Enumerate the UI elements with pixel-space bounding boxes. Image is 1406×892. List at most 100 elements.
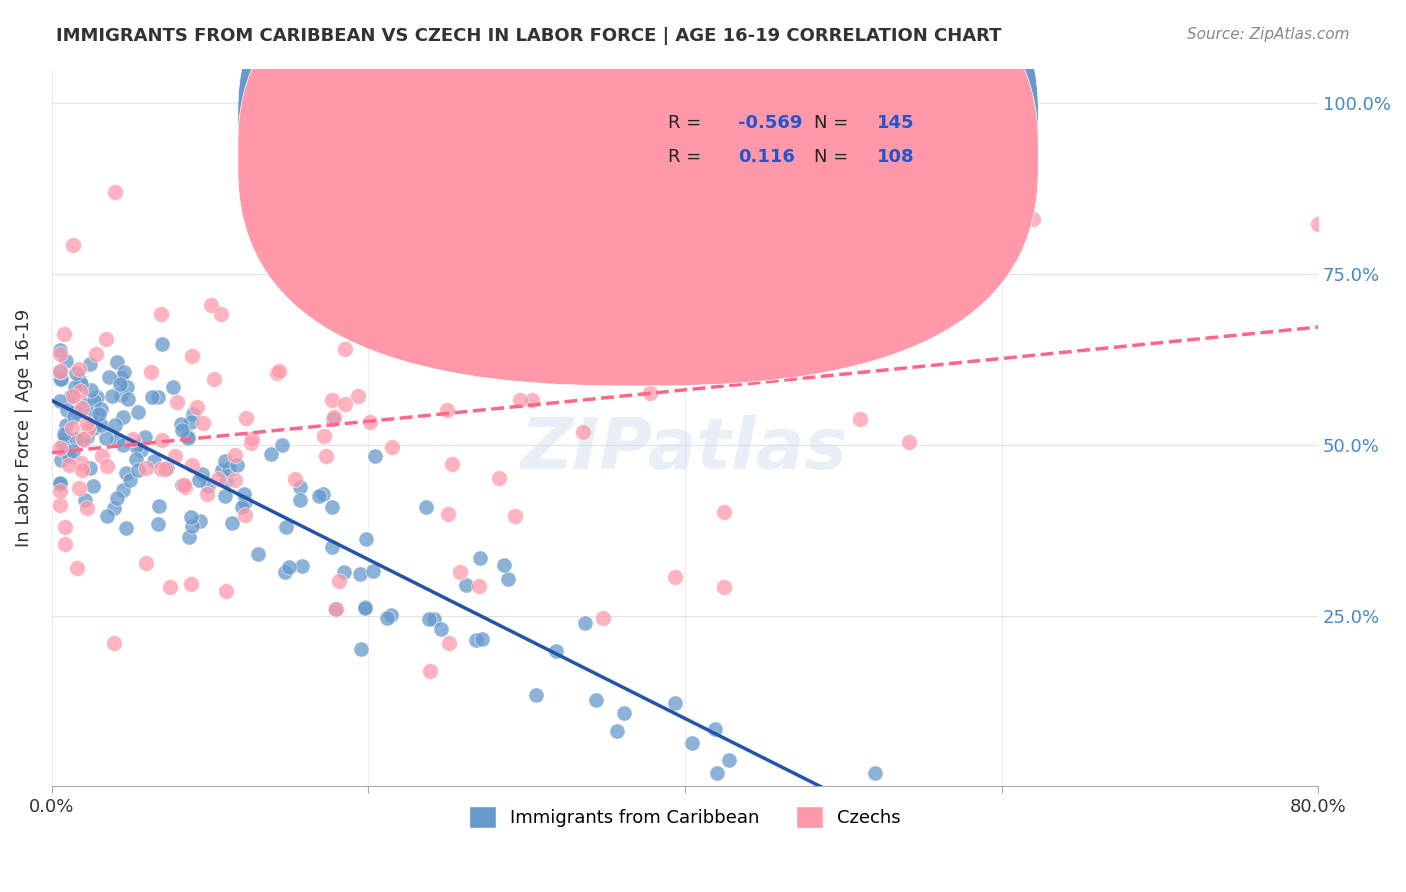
- Point: [96, 458, 118, 473]
- Point: [96, 508, 118, 523]
- Point: [162, 379, 184, 393]
- Point: [90, 402, 112, 417]
- Point: [110, 371, 132, 385]
- Point: [114, 366, 136, 380]
- FancyBboxPatch shape: [238, 0, 1038, 352]
- Point: [202, 371, 225, 385]
- Point: [177, 530, 200, 544]
- Point: [706, 765, 728, 780]
- Point: [546, 644, 568, 658]
- Point: [143, 454, 166, 468]
- Point: [55, 353, 77, 368]
- Point: [48, 475, 70, 490]
- Point: [240, 432, 263, 446]
- Point: [181, 407, 204, 421]
- Point: [96, 431, 118, 445]
- Point: [127, 462, 149, 476]
- Point: [209, 307, 232, 321]
- Point: [105, 491, 128, 506]
- Point: [704, 722, 727, 736]
- Point: [48, 371, 70, 385]
- Point: [73, 397, 96, 411]
- Text: R =: R =: [668, 148, 707, 166]
- Point: [55, 418, 77, 433]
- Point: [80, 407, 103, 421]
- Point: [283, 472, 305, 486]
- Point: [105, 355, 128, 369]
- Point: [449, 565, 471, 579]
- Point: [308, 489, 330, 503]
- Point: [111, 483, 134, 498]
- Point: [79, 461, 101, 475]
- Point: [70, 462, 93, 476]
- Point: [72, 432, 94, 446]
- Point: [83, 420, 105, 434]
- Text: N =: N =: [814, 148, 853, 166]
- Point: [321, 392, 343, 407]
- Point: [375, 610, 398, 624]
- Point: [328, 574, 350, 589]
- Point: [115, 380, 138, 394]
- Point: [103, 636, 125, 650]
- Point: [62, 389, 84, 403]
- Y-axis label: In Labor Force | Age 16-19: In Labor Force | Age 16-19: [15, 309, 32, 547]
- Point: [364, 449, 387, 463]
- Point: [380, 608, 402, 623]
- FancyBboxPatch shape: [591, 94, 920, 191]
- Point: [359, 415, 381, 429]
- Point: [704, 211, 727, 226]
- Point: [471, 632, 494, 646]
- Point: [207, 472, 229, 486]
- Point: [638, 386, 661, 401]
- Point: [224, 473, 246, 487]
- Point: [186, 400, 208, 414]
- Point: [188, 473, 211, 487]
- Point: [321, 540, 343, 554]
- Point: [101, 389, 124, 403]
- Point: [844, 282, 866, 296]
- Point: [685, 299, 707, 313]
- Point: [215, 474, 238, 488]
- Point: [53, 520, 76, 534]
- Point: [48, 499, 70, 513]
- Point: [322, 411, 344, 425]
- Point: [467, 579, 489, 593]
- Point: [86, 390, 108, 404]
- Point: [488, 470, 510, 484]
- Point: [496, 572, 519, 586]
- Point: [349, 567, 371, 582]
- Point: [56, 403, 79, 417]
- Point: [347, 389, 370, 403]
- Point: [571, 425, 593, 439]
- Point: [156, 460, 179, 475]
- Point: [218, 462, 240, 476]
- Point: [540, 271, 562, 285]
- Point: [70, 456, 93, 470]
- Point: [89, 407, 111, 421]
- Point: [415, 500, 437, 515]
- Point: [121, 432, 143, 446]
- Point: [67, 481, 90, 495]
- Point: [105, 433, 128, 447]
- Text: IMMIGRANTS FROM CARIBBEAN VS CZECH IN LABOR FORCE | AGE 16-19 CORRELATION CHART: IMMIGRANTS FROM CARIBBEAN VS CZECH IN LA…: [56, 27, 1001, 45]
- Point: [172, 423, 194, 437]
- Point: [62, 444, 84, 458]
- Point: [520, 393, 543, 408]
- Point: [65, 432, 87, 446]
- Point: [90, 417, 112, 432]
- Point: [612, 706, 634, 721]
- Point: [361, 564, 384, 578]
- Point: [174, 480, 197, 494]
- Point: [439, 635, 461, 649]
- Point: [117, 392, 139, 406]
- Point: [146, 517, 169, 532]
- Point: [524, 688, 547, 702]
- Text: 108: 108: [877, 148, 915, 166]
- Point: [53, 537, 76, 551]
- Point: [464, 632, 486, 647]
- Point: [134, 430, 156, 444]
- Point: [381, 441, 404, 455]
- Point: [48, 477, 70, 491]
- Point: [1022, 211, 1045, 226]
- Point: [180, 577, 202, 591]
